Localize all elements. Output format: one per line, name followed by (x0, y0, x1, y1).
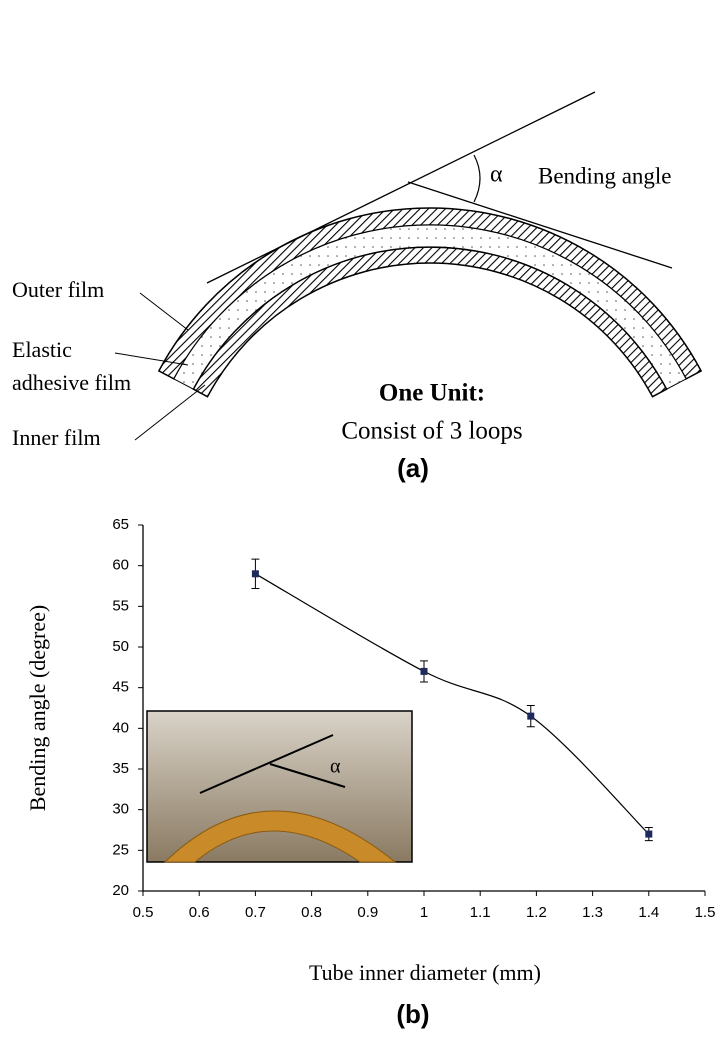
y-tick-label: 20 (112, 882, 129, 899)
x-tick-label: 1.4 (638, 904, 659, 921)
x-tick-label: 1 (420, 904, 428, 921)
x-tick-label: 1.3 (582, 904, 603, 921)
data-point (527, 713, 534, 720)
data-point (252, 570, 259, 577)
y-tick-label: 65 (112, 516, 129, 533)
pointer (140, 293, 188, 330)
angle-arc (474, 155, 480, 202)
elastic-label: Elastic (12, 337, 72, 362)
y-tick-label: 25 (112, 841, 129, 858)
figure: α Bending angle Outer film Elastic adhes… (0, 0, 720, 1038)
data-point (645, 831, 652, 838)
outer-film-label: Outer film (12, 277, 104, 302)
y-tick-label: 45 (112, 679, 129, 696)
x-tick-label: 0.9 (357, 904, 378, 921)
y-tick-label: 50 (112, 638, 129, 655)
y-tick-label: 40 (112, 719, 129, 736)
x-axis-title: Tube inner diameter (mm) (309, 960, 541, 985)
unit-title: One Unit: (379, 380, 485, 407)
angle-label: Bending angle (538, 163, 672, 188)
y-tick-label: 55 (112, 597, 129, 614)
x-tick-label: 0.7 (245, 904, 266, 921)
caption: (a) (397, 453, 429, 483)
x-tick-label: 0.5 (133, 904, 154, 921)
inner-film-label: Inner film (12, 425, 101, 450)
elastic-label: adhesive film (12, 370, 131, 395)
y-axis-title: Bending angle (degree) (25, 605, 50, 811)
inset-label: α (330, 756, 341, 778)
x-tick-label: 1.1 (470, 904, 491, 921)
inset-photo (147, 711, 412, 862)
angle-symbol: α (490, 162, 503, 188)
diagram: α Bending angle Outer film Elastic adhes… (12, 92, 701, 483)
unit-text: Consist of 3 loops (341, 418, 522, 445)
x-tick-label: 1.5 (695, 904, 716, 921)
pointer (135, 385, 205, 440)
x-tick-label: 0.8 (301, 904, 322, 921)
caption: (b) (396, 999, 429, 1029)
y-tick-label: 35 (112, 760, 129, 777)
x-tick-label: 1.2 (526, 904, 547, 921)
y-tick-label: 30 (112, 801, 129, 818)
y-tick-label: 60 (112, 557, 129, 574)
x-tick-label: 0.6 (189, 904, 210, 921)
data-point (421, 668, 428, 675)
chart: α Bending angle (degree) Tube inner diam… (25, 516, 715, 1029)
